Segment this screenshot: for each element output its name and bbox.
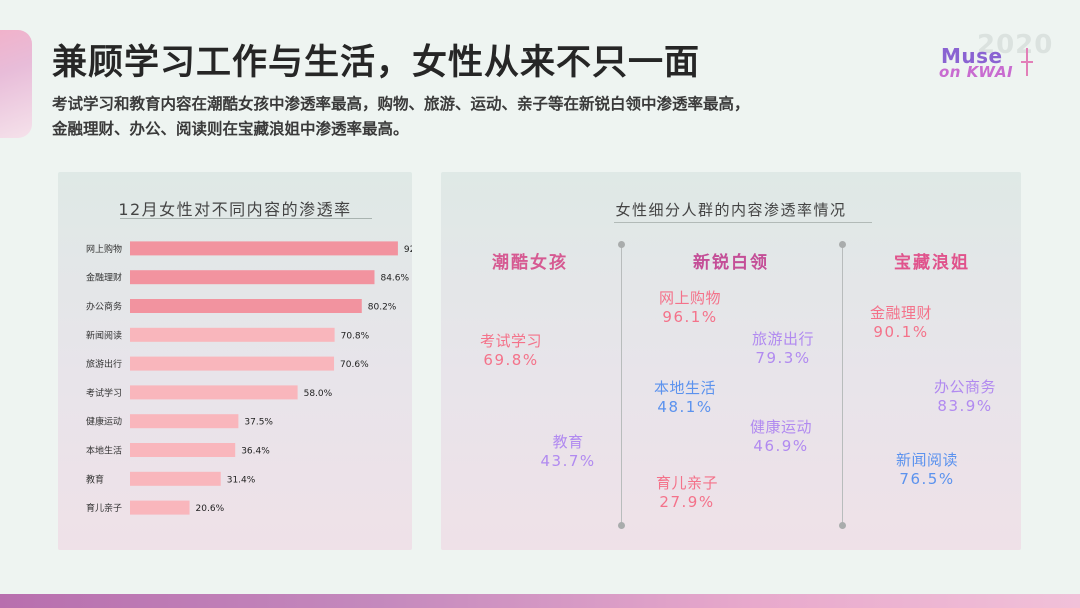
segment-heading: 新锐白领 <box>693 253 769 273</box>
segment-item-label: 办公商务 <box>934 378 997 396</box>
segment-item-label: 金融理财 <box>870 304 933 322</box>
bar <box>130 385 298 400</box>
bar-category-label: 旅游出行 <box>86 358 122 370</box>
bar-value-label: 70.6% <box>340 360 369 370</box>
bar <box>130 356 335 371</box>
segment-item-label: 网上购物 <box>659 289 722 307</box>
segment-panel-title-underline <box>614 222 872 223</box>
segment-item-value: 69.8% <box>483 351 539 369</box>
bar <box>130 500 190 515</box>
bar <box>130 443 236 457</box>
segment-item-label: 旅游出行 <box>752 330 815 348</box>
segment-item: 育儿亲子 27.9% <box>656 474 718 512</box>
bar-category-label: 教育 <box>86 473 104 485</box>
bar-value-label: 58.0% <box>304 389 333 399</box>
bar-category-label: 健康运动 <box>86 416 122 428</box>
bar-value-label: 20.6% <box>196 504 225 514</box>
segment-item-label: 育儿亲子 <box>656 474 719 492</box>
bar-category-label: 网上购物 <box>86 243 122 255</box>
bar-value-label: 80.2% <box>368 303 397 313</box>
bar <box>130 241 398 256</box>
bar-value-label: 31.4% <box>227 475 256 485</box>
logo-year: 2020 <box>977 30 1054 60</box>
segment-panel-title: 女性细分人群的内容渗透率情况 <box>615 201 847 219</box>
segment-item-value: 27.9% <box>659 493 715 511</box>
segment-item: 教育 43.7% <box>541 433 596 471</box>
bar-chart-title-underline <box>120 218 372 219</box>
segment-divider-1 <box>618 241 625 529</box>
subtitle-line-2: 金融理财、办公、阅读则在宝藏浪姐中渗透率最高。 <box>52 120 409 138</box>
segment-item-label: 新闻阅读 <box>896 451 959 469</box>
segment-item: 网上购物 96.1% <box>659 289 721 327</box>
bar-value-label: 84.6% <box>380 274 409 284</box>
logo-muse: Muse <box>941 44 1003 68</box>
segment-heading: 潮酷女孩 <box>492 253 568 273</box>
bar-value-label: 36.4% <box>241 447 270 457</box>
corner-decoration <box>0 30 32 138</box>
bar-chart: 网上购物 92.7% 金融理财 84.6% 办公商务 80.2% 新闻阅读 70.8% 旅游出行… <box>86 241 412 515</box>
segment-item-value: 83.9% <box>937 397 993 415</box>
page-title: 兼顾学习工作与生活，女性从来不只一面 <box>52 43 701 83</box>
bar <box>130 270 375 285</box>
brand-logo: 2020 Muse on KWAI <box>937 30 1052 84</box>
subtitle-line-1: 考试学习和教育内容在潮酷女孩中渗透率最高，购物、旅游、运动、亲子等在新锐白领中渗… <box>52 95 750 113</box>
segment-item-value: 43.7% <box>540 452 596 470</box>
sparkle-icon <box>1021 48 1033 76</box>
segment-item-value: 46.9% <box>753 437 809 455</box>
divider-dot-bottom <box>618 522 625 529</box>
segment-item: 本地生活 48.1% <box>654 379 716 417</box>
bar <box>130 471 221 486</box>
segment-item-value: 48.1% <box>657 398 713 416</box>
page-subtitle: 考试学习和教育内容在潮酷女孩中渗透率最高，购物、旅游、运动、亲子等在新锐白领中渗… <box>52 92 912 142</box>
segment-heading: 宝藏浪姐 <box>894 253 970 273</box>
bar-category-label: 本地生活 <box>86 445 122 457</box>
bar <box>130 299 362 313</box>
segment-item-label: 考试学习 <box>480 332 543 350</box>
segment-item-value: 76.5% <box>899 470 955 488</box>
bar-value-label: 92.7% <box>404 245 412 255</box>
bar-chart-title: 12月女性对不同内容的渗透率 <box>118 200 352 219</box>
bottom-gradient-bar <box>0 594 1080 608</box>
segment-item-label: 教育 <box>552 433 584 451</box>
segment-item: 新闻阅读 76.5% <box>896 451 958 489</box>
divider-dot-top <box>618 241 625 248</box>
divider-dot-top <box>839 241 846 248</box>
segment-item-value: 90.1% <box>873 323 929 341</box>
segment-item-label: 健康运动 <box>750 418 813 436</box>
bar-category-label: 考试学习 <box>86 387 122 399</box>
bar-category-label: 新闻阅读 <box>86 329 122 341</box>
bar-chart-panel: 12月女性对不同内容的渗透率 网上购物 92.7% 金融理财 84.6% 办公商务 80.… <box>58 172 412 550</box>
segment-item: 考试学习 69.8% <box>480 332 542 370</box>
segment-divider-2 <box>839 241 846 529</box>
bar-category-label: 办公商务 <box>86 301 122 313</box>
bar <box>130 414 239 429</box>
bar <box>130 327 335 342</box>
segment-panel: 女性细分人群的内容渗透率情况 潮酷女孩考试学习 69.8% 教育 43.7% 新锐白领网… <box>441 172 1021 550</box>
segment-item: 办公商务 83.9% <box>934 378 996 416</box>
logo-kwai: on KWAI <box>939 63 1014 81</box>
bar-category-label: 育儿亲子 <box>86 502 122 514</box>
segment-item-value: 96.1% <box>662 308 718 326</box>
segment-item-label: 本地生活 <box>654 379 717 397</box>
segment-item: 金融理财 90.1% <box>870 304 932 342</box>
segment-item-value: 79.3% <box>755 349 811 367</box>
bar-value-label: 37.5% <box>244 418 273 428</box>
divider-dot-bottom <box>839 522 846 529</box>
bar-category-label: 金融理财 <box>86 272 122 284</box>
segment-item: 健康运动 46.9% <box>750 418 812 456</box>
bar-value-label: 70.8% <box>341 331 370 341</box>
segment-item: 旅游出行 79.3% <box>752 330 814 368</box>
